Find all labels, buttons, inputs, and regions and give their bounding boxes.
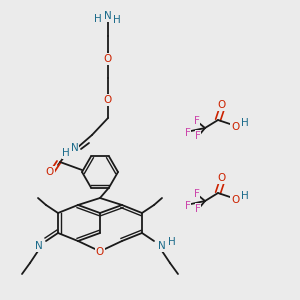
Text: H: H xyxy=(241,118,249,128)
Text: H: H xyxy=(241,191,249,201)
Text: O: O xyxy=(46,167,54,177)
Text: N: N xyxy=(35,241,43,251)
Text: F: F xyxy=(195,131,201,141)
Text: O: O xyxy=(231,195,239,205)
Text: O: O xyxy=(104,95,112,105)
Text: H: H xyxy=(168,237,176,247)
Text: F: F xyxy=(194,189,200,199)
Text: H: H xyxy=(94,14,102,24)
Text: N: N xyxy=(71,143,79,153)
Text: F: F xyxy=(195,204,201,214)
Text: F: F xyxy=(185,201,191,211)
Text: N: N xyxy=(158,241,166,251)
Text: F: F xyxy=(185,128,191,138)
Text: O: O xyxy=(218,173,226,183)
Text: F: F xyxy=(194,116,200,126)
Text: H: H xyxy=(62,148,70,158)
Text: O: O xyxy=(104,54,112,64)
Text: O: O xyxy=(231,122,239,132)
Text: H: H xyxy=(113,15,121,25)
Text: N: N xyxy=(104,11,112,21)
Text: O: O xyxy=(96,247,104,257)
Text: O: O xyxy=(218,100,226,110)
